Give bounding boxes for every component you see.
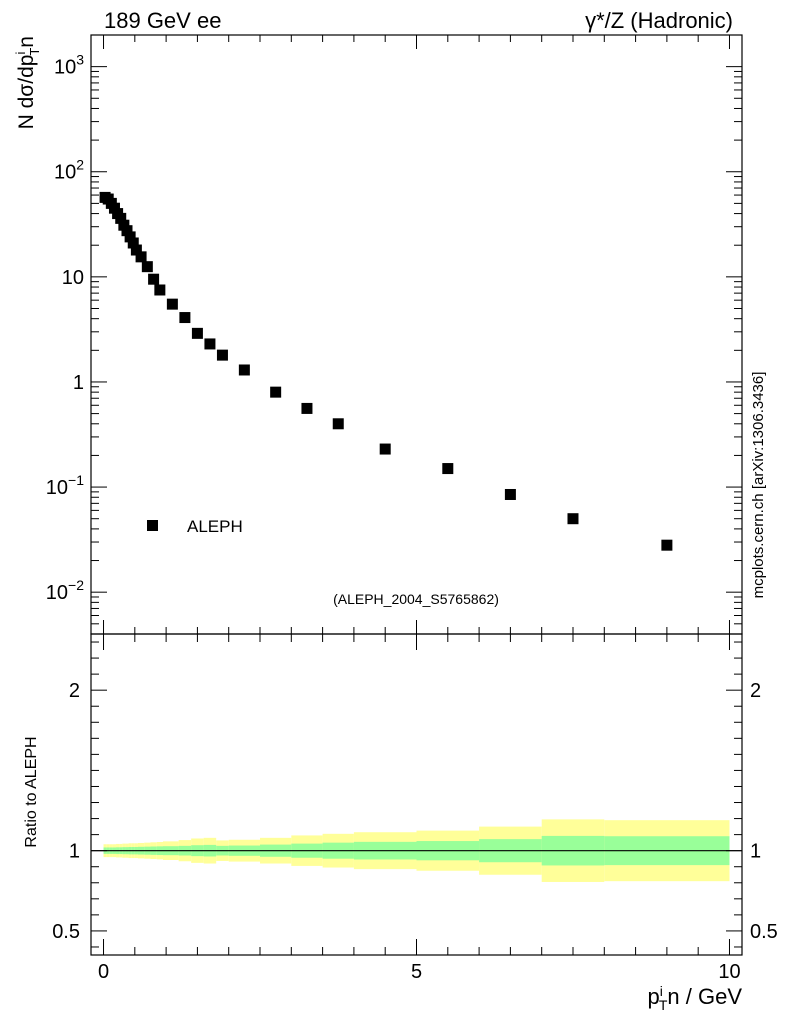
side-label: mcplots.cern.ch [arXiv:1306.3436]: [750, 372, 767, 599]
data-point-aleph: [204, 338, 216, 350]
data-point-aleph: [238, 364, 250, 376]
data-point-aleph: [130, 244, 142, 256]
header-right-label: γ*/Z (Hadronic): [585, 8, 733, 33]
legend-label-aleph: ALEPH: [187, 517, 243, 536]
x-tick-label: 0: [98, 961, 109, 983]
data-point-aleph: [179, 312, 191, 324]
ratio-y-tick-label-right: 2: [750, 680, 761, 702]
main-frame: [90, 34, 743, 635]
data-point-aleph: [154, 284, 166, 296]
main-y-tick-label: 10−2: [46, 577, 84, 604]
data-point-aleph: [141, 261, 153, 273]
main-y-axis-title: N dσ/dpiTn: [13, 36, 42, 129]
ratio-panel-axes: [90, 633, 743, 956]
analysis-watermark: (ALEPH_2004_S5765862): [333, 591, 499, 607]
data-point-aleph: [567, 513, 579, 525]
data-point-aleph: [504, 488, 516, 500]
data-point-aleph: [661, 539, 673, 551]
data-point-aleph: [301, 402, 313, 414]
ratio-panel-labels: 0.5 0.5 1 1 2 2 0 5 10: [52, 680, 778, 983]
main-y-tick-label: 10−1: [46, 472, 84, 499]
main-panel-axes: [90, 34, 743, 635]
main-y-tick-label: 102: [54, 157, 84, 184]
ratio-y-axis-title: Ratio to ALEPH: [23, 736, 40, 847]
x-axis-title: pi Tn / GeV: [647, 983, 742, 1013]
main-panel-labels: 10−2 10−1 1 10 102 103: [46, 52, 84, 605]
main-data-points: [99, 191, 673, 551]
data-point-aleph: [332, 418, 344, 430]
data-point-aleph: [191, 327, 203, 339]
ratio-y-tick-label-left: 1: [69, 841, 80, 863]
main-y-tick-label: 10: [62, 267, 84, 289]
data-point-aleph: [127, 237, 139, 249]
data-point-aleph: [442, 463, 454, 475]
ratio-y-tick-label-left: 0.5: [52, 921, 80, 943]
main-y-tick-label: 1: [73, 372, 84, 394]
ratio-y-tick-label-right: 0.5: [750, 921, 778, 943]
data-point-aleph: [166, 298, 178, 310]
data-point-aleph: [121, 225, 133, 237]
data-point-aleph: [124, 231, 136, 243]
ratio-y-tick-label-right: 1: [750, 841, 761, 863]
x-tick-label: 5: [411, 961, 422, 983]
data-point-aleph: [135, 251, 147, 263]
data-point-aleph: [379, 443, 391, 455]
legend-marker-aleph: [147, 520, 158, 531]
data-point-aleph: [216, 349, 228, 361]
data-point-aleph: [148, 273, 160, 285]
data-point-aleph: [270, 386, 282, 398]
x-tick-label: 10: [718, 961, 740, 983]
data-point-aleph: [115, 212, 127, 224]
ratio-y-tick-label-left: 2: [69, 680, 80, 702]
ratio-frame: [90, 633, 743, 956]
main-y-tick-label: 103: [54, 52, 84, 79]
header-left-label: 189 GeV ee: [104, 8, 221, 33]
